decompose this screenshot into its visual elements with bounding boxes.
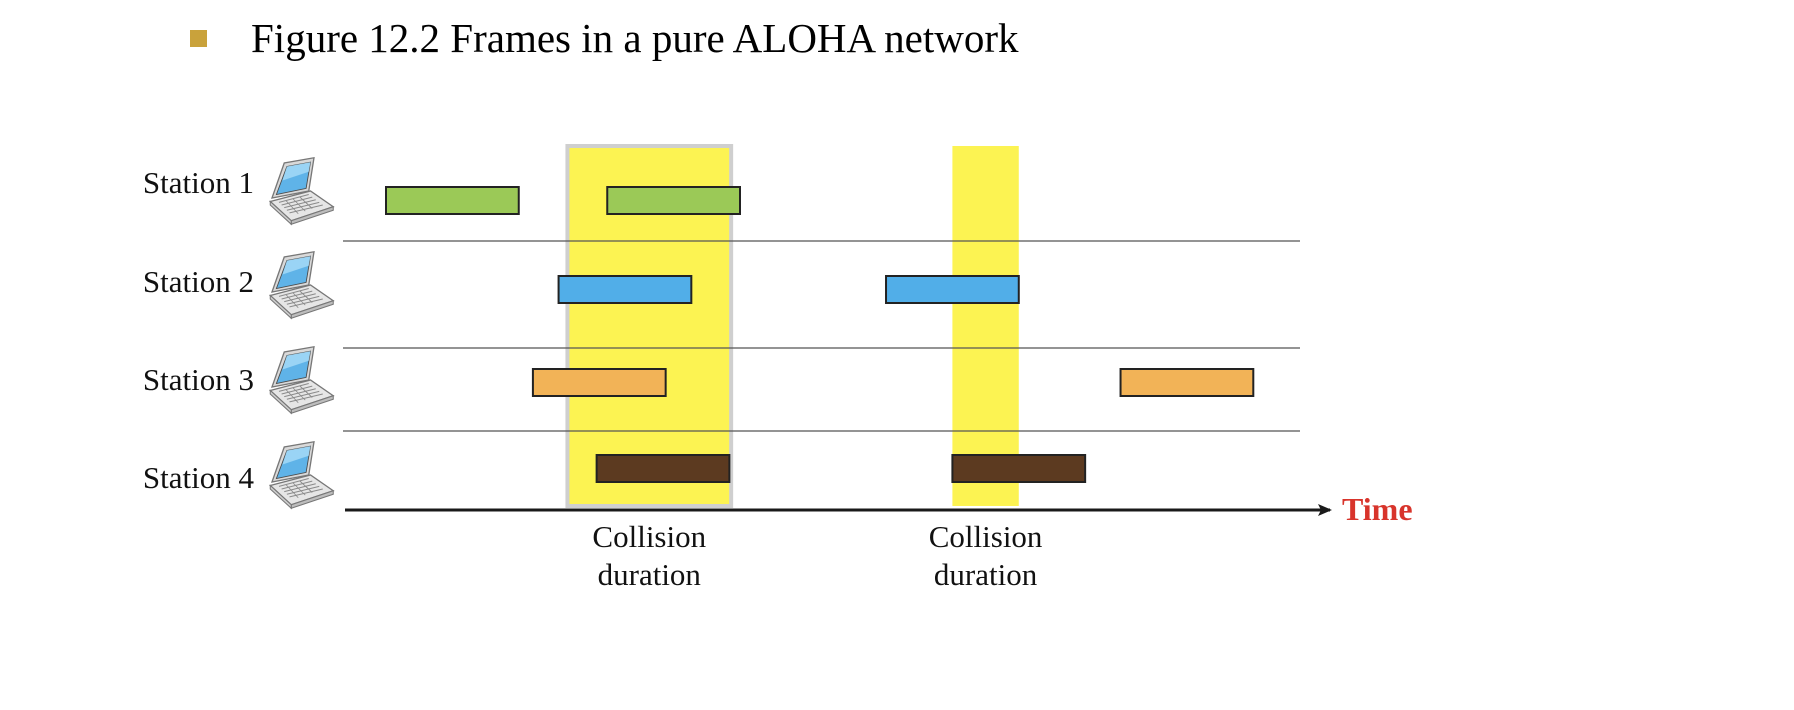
frame-bar [951,454,1087,483]
station-label: Station 4 [143,460,255,495]
laptop-icon [269,157,334,225]
figure-title-row: Figure 12.2 Frames in a pure ALOHA netwo… [190,8,1019,68]
frame-bar [557,275,693,304]
station-label: Station 3 [143,362,254,397]
frame-bar [531,368,667,397]
collision-label-line2: duration [598,557,702,592]
station-label: Station 1 [143,165,254,200]
figure-title: Figure 12.2 Frames in a pure ALOHA netwo… [251,15,1019,61]
collision-label-line1: Collision [592,519,706,554]
laptop-icon [269,346,334,414]
station-label: Station 2 [143,264,254,299]
frame-bar [595,454,731,483]
collision-band [952,146,1019,506]
frame-bar [1119,368,1255,397]
frame-bar [385,186,520,215]
time-axis-label: Time [1342,491,1413,527]
collision-label-line1: Collision [929,519,1043,554]
bullet-marker [190,29,207,47]
collision-label-line2: duration [934,557,1038,592]
laptop-icon [269,441,334,509]
laptop-icon [269,251,334,319]
frame-bar [885,275,1020,304]
frame-bar [606,186,741,215]
